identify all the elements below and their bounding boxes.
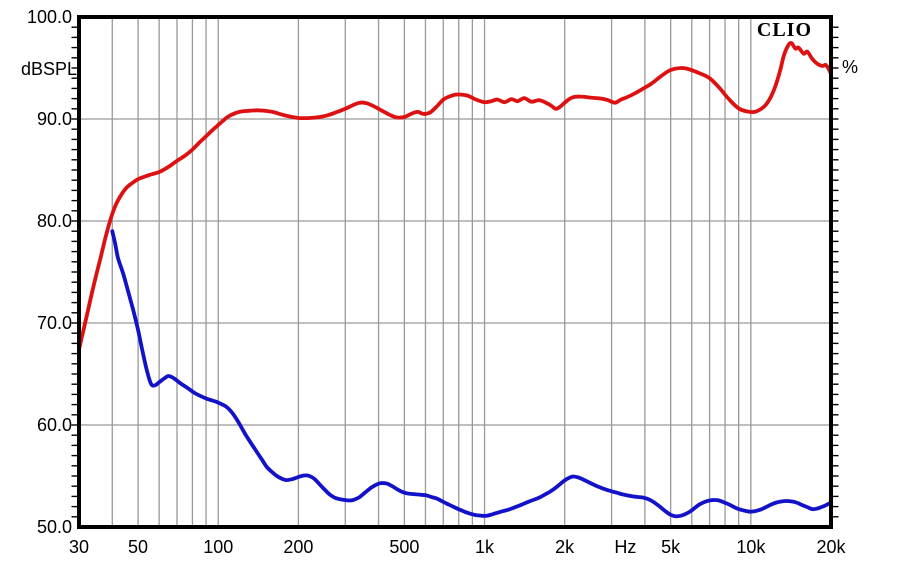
distortion-curve <box>110 229 833 519</box>
spl-response-curve <box>77 40 833 352</box>
plot-frame <box>77 15 833 529</box>
